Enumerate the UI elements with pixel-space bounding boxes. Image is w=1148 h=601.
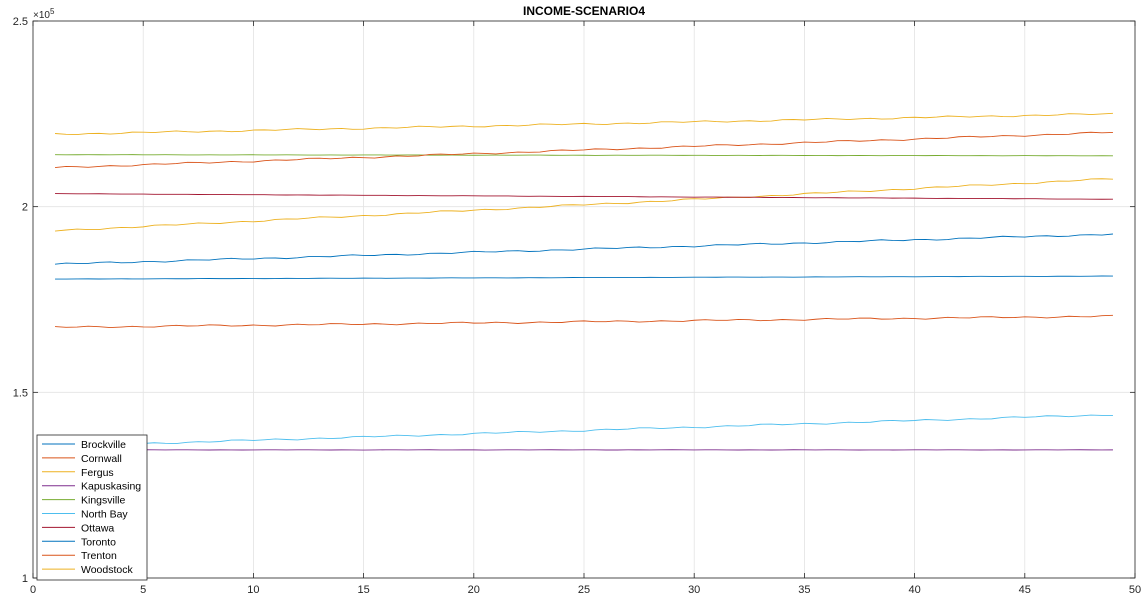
y-exponent-power: 5 xyxy=(50,7,55,16)
legend-entry-label: Fergus xyxy=(81,467,114,479)
legend-entry-label: Brockville xyxy=(81,439,126,451)
series-line-woodstock xyxy=(55,112,1113,136)
series-line-fergus xyxy=(54,178,1113,232)
x-tick-label: 30 xyxy=(688,584,700,596)
legend-box xyxy=(36,434,148,581)
y-exponent-base: ×10 xyxy=(33,10,50,21)
legend-entry-label: Kingsville xyxy=(81,495,126,507)
grid-lines xyxy=(32,20,1136,579)
y-axis-exponent: ×105 xyxy=(33,7,55,21)
legend-entry-label: Cornwall xyxy=(81,453,122,465)
series-line-brockville xyxy=(54,233,1114,265)
y-tick-label: 1.5 xyxy=(13,387,28,399)
x-tick-label: 20 xyxy=(468,584,480,596)
x-tick-label: 50 xyxy=(1129,584,1141,596)
legend-entry-label: North Bay xyxy=(81,509,128,521)
y-tick-label: 1 xyxy=(22,573,28,585)
series-line-trenton xyxy=(54,131,1113,168)
series-line-north-bay xyxy=(54,414,1113,448)
series-line-toronto xyxy=(55,275,1113,280)
legend-entry-label: Kapuskasing xyxy=(81,481,141,493)
x-tick-labels: 0 5 10 15 20 25 30 35 40 45 50 xyxy=(30,584,1141,596)
legend-entry-label: Trenton xyxy=(81,550,117,562)
series-line-kingsville xyxy=(55,154,1113,157)
x-tick-label: 5 xyxy=(140,584,146,596)
x-tick-label: 0 xyxy=(30,584,36,596)
series-line-cornwall xyxy=(55,314,1113,329)
x-tick-label: 25 xyxy=(578,584,590,596)
y-tick-labels: 1 1.5 2 2.5 xyxy=(13,16,28,585)
legend-entry-label: Ottawa xyxy=(81,522,114,534)
legend: Brockville Cornwall Fergus Kapuskasing Kings… xyxy=(36,434,148,581)
y-tick-label: 2.5 xyxy=(13,16,28,28)
series-line-ottawa xyxy=(55,193,1113,200)
chart-title: INCOME-SCENARIO4 xyxy=(523,4,645,18)
x-tick-label: 35 xyxy=(798,584,810,596)
y-tick-label: 2 xyxy=(22,202,28,214)
x-tick-label: 15 xyxy=(357,584,369,596)
legend-entry-label: Toronto xyxy=(81,536,116,548)
x-tick-label: 45 xyxy=(1019,584,1031,596)
series-lines xyxy=(54,112,1114,451)
x-tick-label: 10 xyxy=(247,584,259,596)
legend-entry-label: Woodstock xyxy=(81,564,133,576)
x-tick-label: 40 xyxy=(908,584,920,596)
